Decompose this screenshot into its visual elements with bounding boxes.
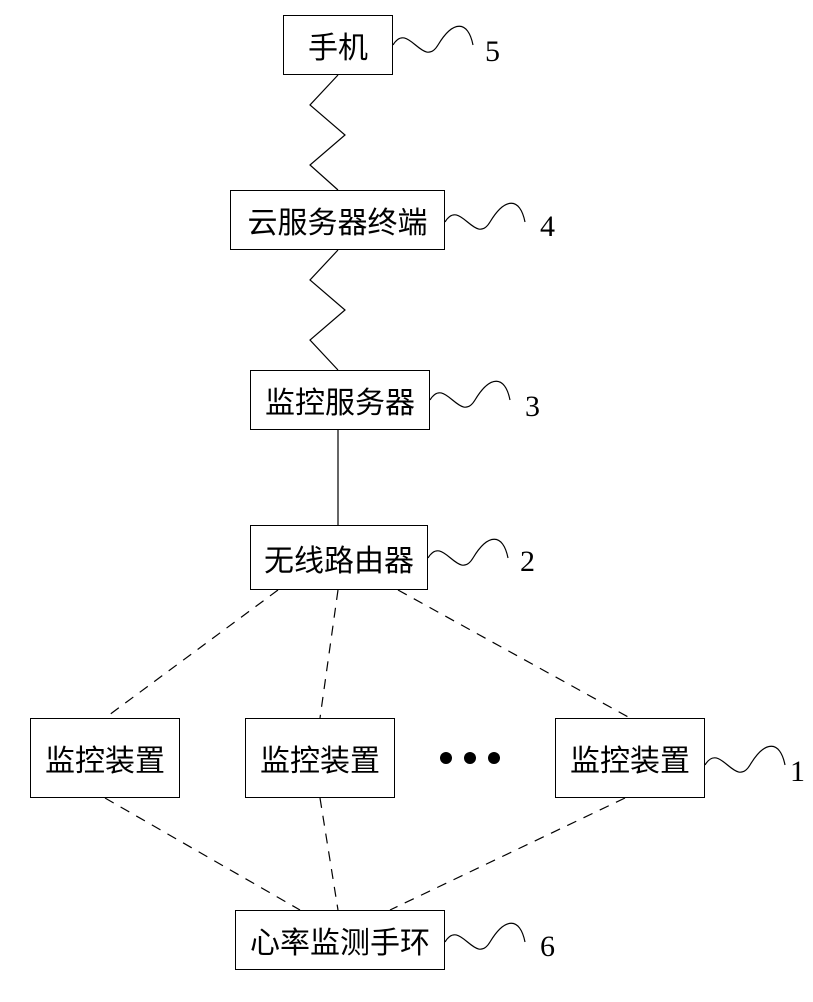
node-device-c-label: 监控装置: [570, 736, 690, 780]
ref-label-1: 1: [790, 755, 805, 789]
ref-label-6: 6: [540, 930, 555, 964]
node-device-a-label: 监控装置: [45, 736, 165, 780]
lead-wave-6: [445, 942, 535, 1002]
lead-wave-5: [393, 45, 483, 105]
lead-wave-2: [428, 558, 518, 618]
ref-label-5: 5: [485, 35, 500, 69]
node-monitor-server-label: 监控服务器: [265, 378, 415, 422]
node-wireless-router: 无线路由器: [250, 525, 428, 590]
ref-label-3: 3: [525, 390, 540, 424]
connectors-layer: [0, 0, 813, 1000]
node-cloud-label: 云服务器终端: [248, 198, 428, 242]
node-bracelet-label: 心率监测手环: [250, 918, 430, 962]
node-cloud-server-terminal: 云服务器终端: [230, 190, 445, 250]
ref-label-2: 2: [520, 545, 535, 579]
ref-label-4: 4: [540, 210, 555, 244]
node-monitor-server: 监控服务器: [250, 370, 430, 430]
node-phone: 手机: [283, 15, 393, 75]
node-monitor-device-a: 监控装置: [30, 718, 180, 798]
lead-wave-3: [430, 400, 520, 460]
lead-wave-1: [705, 765, 795, 825]
node-router-label: 无线路由器: [264, 536, 414, 580]
node-monitor-device-b: 监控装置: [245, 718, 395, 798]
node-heartrate-bracelet: 心率监测手环: [235, 910, 445, 970]
node-monitor-device-c: 监控装置: [555, 718, 705, 798]
ellipsis-icon: [440, 752, 500, 764]
lead-wave-4: [445, 222, 535, 282]
node-phone-label: 手机: [308, 23, 368, 67]
node-device-b-label: 监控装置: [260, 736, 380, 780]
